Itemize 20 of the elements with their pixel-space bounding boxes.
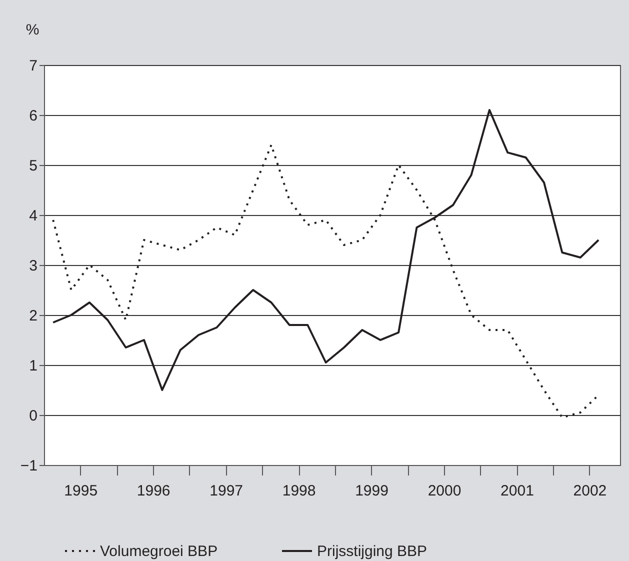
y-tick-label: −1 xyxy=(20,458,38,474)
y-tick-label: 6 xyxy=(29,108,38,124)
y-axis-title: % xyxy=(26,22,40,38)
legend-label: Volumegroei BBP xyxy=(100,543,218,560)
x-tick-label: 1996 xyxy=(136,482,170,500)
x-tick-label: 1997 xyxy=(210,482,244,500)
y-tick-label: 7 xyxy=(29,58,38,74)
y-tick-label: 4 xyxy=(29,208,38,224)
x-tick-label: 2002 xyxy=(573,482,607,500)
y-tick-label: 3 xyxy=(29,258,38,274)
y-tick-label: 5 xyxy=(29,158,38,174)
x-tick-label: 1995 xyxy=(64,482,98,500)
x-tick-label: 1999 xyxy=(355,482,388,500)
x-tick-label: 2000 xyxy=(428,482,462,500)
y-tick-label: 2 xyxy=(29,308,38,324)
y-tick-label: 1 xyxy=(29,358,38,374)
x-tick-label: 2001 xyxy=(500,482,534,500)
legend-label: Prijsstijging BBP xyxy=(317,543,428,560)
x-tick-label: 1998 xyxy=(282,482,316,500)
y-tick-label: 0 xyxy=(29,408,38,424)
